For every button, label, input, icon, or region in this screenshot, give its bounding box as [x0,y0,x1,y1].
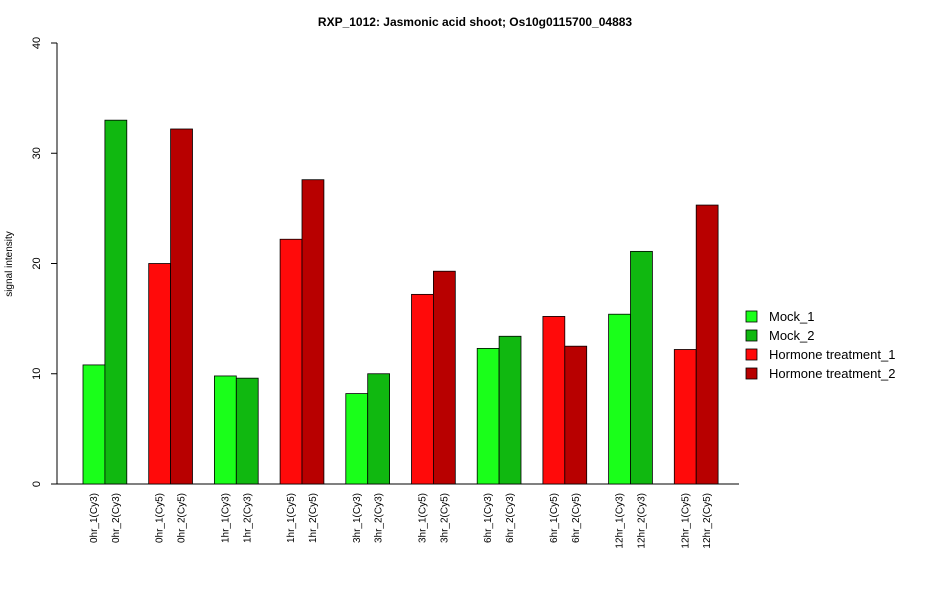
bars [82,119,719,485]
bar-mock-1 [476,347,500,485]
bar-mock-2 [235,377,259,485]
y-axis: 0 10 20 30 40 [31,37,58,487]
bar-hormone-treatment-1 [411,293,434,485]
bar-mock-2 [630,250,653,485]
legend-swatch [745,348,758,361]
legend-swatch [745,367,758,380]
bar-mock-1 [82,364,106,485]
bar-hormone-treatment-1 [673,349,697,485]
y-axis-label: signal intensity [4,231,15,297]
bar-hormone-treatment-2 [432,270,456,485]
legend-label: Mock_1 [769,309,815,324]
bar-hormone-treatment-2 [170,128,193,485]
x-tick-label: 12hr_2(Cy5) [702,493,713,549]
x-tick-label: 3hr_2(Cy5) [439,493,450,543]
bar-mock-2 [498,335,522,485]
y-tick-label: 10 [31,368,43,380]
bar-mock-2 [104,119,128,485]
bar-hormone-treatment-1 [148,263,171,485]
x-tick-label: 3hr_1(Cy5) [417,493,428,543]
legend-label: Mock_2 [769,328,815,343]
legend-label: Hormone treatment_1 [769,347,895,362]
chart-title: RXP_1012: Jasmonic acid shoot; Os10g0115… [318,15,633,29]
y-tick-label: 30 [31,147,43,159]
bar-hormone-treatment-1 [279,238,303,485]
y-tick-label: 20 [31,257,43,269]
x-tick-label: 12hr_2(Cy3) [636,493,647,549]
y-tick-label: 0 [31,481,43,487]
bar-mock-2 [367,373,391,485]
x-tick-label: 1hr_1(Cy5) [286,493,297,543]
bar-hormone-treatment-2 [301,179,325,485]
x-tick-label: 1hr_2(Cy3) [242,493,253,543]
x-tick-label: 6hr_1(Cy5) [549,493,560,543]
x-tick-label: 12hr_1(Cy5) [680,493,691,549]
x-tick-label: 0hr_1(Cy3) [89,493,100,543]
legend-label: Hormone treatment_2 [769,366,895,381]
bar-mock-1 [608,313,631,485]
x-tick-label: 0hr_2(Cy5) [177,493,188,543]
x-tick-label: 0hr_2(Cy3) [111,493,122,543]
legend-swatch [745,329,758,342]
category-labels: 0hr_1(Cy3) 0hr_2(Cy3) 0hr_1(Cy5) 0hr_2(Cy5)… [89,493,713,549]
x-tick-label: 1hr_2(Cy5) [308,493,319,543]
bar-hormone-treatment-2 [695,204,719,485]
x-tick-label: 6hr_1(Cy3) [483,493,494,543]
x-tick-label: 3hr_2(Cy3) [374,493,385,543]
x-tick-label: 6hr_2(Cy5) [571,493,582,543]
x-tick-label: 6hr_2(Cy3) [505,493,516,543]
x-tick-label: 3hr_1(Cy3) [352,493,363,543]
bar-mock-1 [345,393,369,485]
x-tick-label: 1hr_1(Cy3) [220,493,231,543]
legend: Mock_1 Mock_2 Hormone treatment_1 Hormone t… [745,309,895,381]
y-tick-label: 40 [31,37,43,49]
bar-hormone-treatment-1 [542,316,566,485]
x-tick-label: 12hr_1(Cy3) [615,493,626,549]
x-tick-label: 0hr_1(Cy5) [155,493,166,543]
legend-swatch [745,310,758,323]
bar-hormone-treatment-2 [564,345,588,485]
bar-mock-1 [213,375,237,485]
